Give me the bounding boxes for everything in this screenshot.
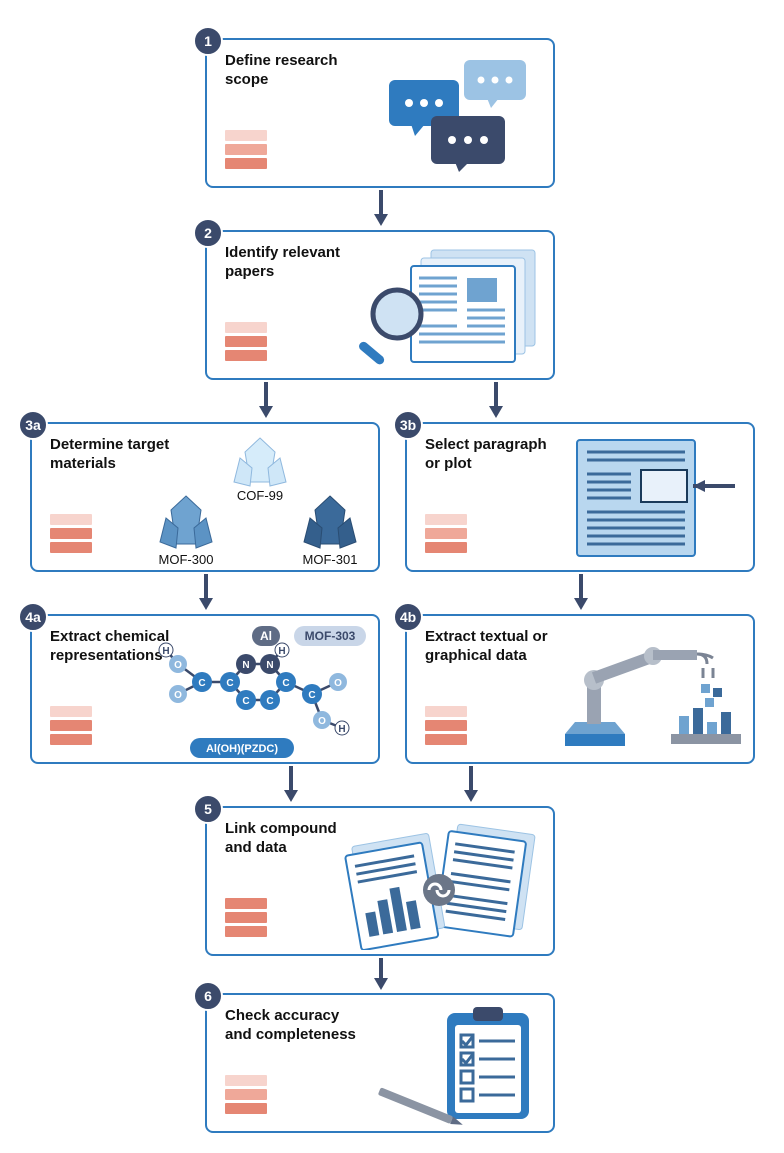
svg-text:N: N [242, 660, 249, 671]
crystals-icon: COF-99 MOF-300 MOF-301 [140, 430, 370, 570]
crystal-top-label: COF-99 [237, 488, 283, 503]
crystal-left-label: MOF-300 [159, 552, 214, 567]
step-1-badge: 1 [193, 26, 223, 56]
crystal-right-label: MOF-301 [303, 552, 358, 567]
svg-text:N: N [266, 660, 273, 671]
svg-text:H: H [278, 646, 285, 657]
step-3b-badge: 3b [393, 410, 423, 440]
chat-bubbles-icon [369, 54, 539, 174]
svg-text:O: O [318, 716, 326, 727]
step-6-tally [225, 1075, 267, 1117]
step-2-box: 2 Identify relevantpapers [205, 230, 555, 380]
step-2-badge: 2 [193, 218, 223, 248]
step-4a-badge: 4a [18, 602, 48, 632]
step-1-box: 1 Define researchscope [205, 38, 555, 188]
robot-arm-icon [545, 626, 745, 754]
flowchart-canvas: 1 Define researchscope [10, 20, 774, 1133]
step-5-box: 5 Link compoundand data [205, 806, 555, 956]
svg-text:O: O [334, 678, 342, 689]
pill-formula: Al(OH)(PZDC) [190, 738, 294, 758]
step-2-tally [225, 322, 267, 364]
step-1-tally [225, 130, 267, 172]
step-4a-tally [50, 706, 92, 748]
document-select-icon [563, 434, 743, 562]
svg-text:C: C [282, 678, 289, 689]
step-4b-tally [425, 706, 467, 748]
svg-text:Al: Al [260, 629, 272, 643]
pill-al: Al [252, 626, 280, 646]
svg-text:O: O [174, 690, 182, 701]
step-4b-badge: 4b [393, 602, 423, 632]
step-3a-badge: 3a [18, 410, 48, 440]
svg-text:H: H [338, 724, 345, 735]
step-4b-box: 4b Extract textual orgraphical data [405, 614, 755, 764]
svg-text:C: C [266, 696, 273, 707]
step-3a-tally [50, 514, 92, 556]
step-5-tally [225, 898, 267, 940]
magnifier-papers-icon [353, 244, 543, 370]
pill-mof303: MOF-303 [294, 626, 366, 646]
svg-text:C: C [308, 690, 315, 701]
step-4a-box: 4a Extract chemicalrepresentations Al MO… [30, 614, 380, 764]
step-3a-box: 3a Determine targetmaterials COF-99 [30, 422, 380, 572]
step-3b-box: 3b Select paragraphor plot [405, 422, 755, 572]
svg-text:C: C [226, 678, 233, 689]
svg-text:MOF-303: MOF-303 [305, 629, 356, 643]
svg-text:C: C [242, 696, 249, 707]
step-3b-tally [425, 514, 467, 556]
svg-text:Al(OH)(PZDC): Al(OH)(PZDC) [206, 743, 278, 755]
step-6-box: 6 Check accuracyand completeness [205, 993, 555, 1133]
step-5-badge: 5 [193, 794, 223, 824]
svg-text:C: C [198, 678, 205, 689]
molecule-icon: Al MOF-303 Al(OH)(PZDC) [142, 620, 372, 762]
svg-text:O: O [174, 660, 182, 671]
clipboard-check-icon [369, 1003, 539, 1127]
svg-text:H: H [162, 646, 169, 657]
step-6-badge: 6 [193, 981, 223, 1011]
linked-docs-icon [333, 816, 543, 950]
